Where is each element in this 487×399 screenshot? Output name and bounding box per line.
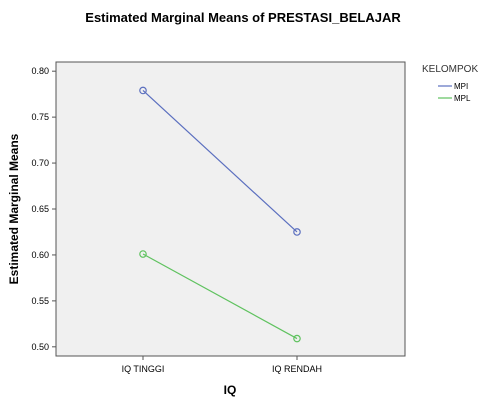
legend: KELOMPOK MPI MPL [422, 64, 478, 103]
y-tick-label: 0.60 [31, 250, 49, 260]
x-axis-title: IQ [224, 383, 237, 397]
chart-title: Estimated Marginal Means of PRESTASI_BEL… [85, 10, 401, 25]
x-tick-label: IQ TINGGI [122, 364, 165, 374]
data-point-mpi [293, 228, 301, 236]
y-axis: 0.50 0.55 0.60 0.65 0.70 0.75 0.80 [31, 66, 56, 352]
y-tick-label: 0.80 [31, 66, 49, 76]
legend-title: KELOMPOK [422, 64, 478, 75]
y-tick-label: 0.75 [31, 112, 49, 122]
data-point-mpl [293, 334, 301, 343]
y-tick-label: 0.50 [31, 342, 49, 352]
data-point-mpl [139, 250, 147, 258]
legend-label-mpi: MPI [454, 82, 468, 91]
y-tick-label: 0.65 [31, 204, 49, 214]
series-line-mpl [142, 253, 298, 340]
plot-area [55, 61, 406, 357]
x-tick-label: IQ RENDAH [272, 364, 322, 374]
x-axis: IQ TINGGI IQ RENDAH [122, 356, 322, 374]
y-tick-label: 0.70 [31, 158, 49, 168]
y-tick-label: 0.55 [31, 296, 49, 306]
series-line-mpi [142, 90, 298, 233]
data-point-mpi [139, 86, 147, 95]
legend-label-mpl: MPL [454, 94, 471, 103]
series-layer [139, 86, 301, 343]
y-axis-title: Estimated Marginal Means [7, 133, 21, 284]
